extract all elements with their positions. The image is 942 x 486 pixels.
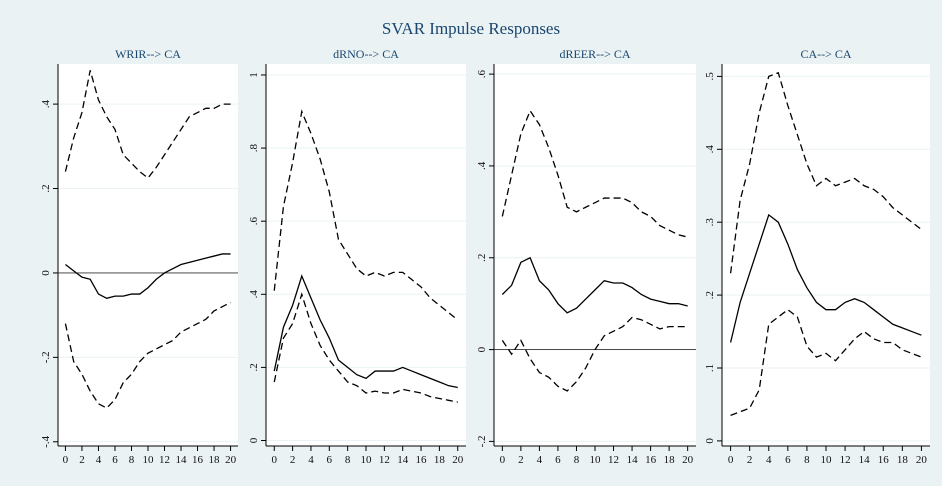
y-tick-label: .3 bbox=[704, 218, 716, 227]
plot-area bbox=[722, 64, 930, 446]
x-tick-label: 8 bbox=[574, 454, 580, 466]
y-tick-label: .2 bbox=[40, 184, 52, 192]
plot-area bbox=[266, 64, 466, 446]
y-tick-label: 0 bbox=[248, 437, 260, 443]
y-tick-label: .4 bbox=[248, 290, 260, 299]
x-tick-label: 0 bbox=[272, 454, 278, 466]
x-tick-label: 16 bbox=[416, 454, 428, 466]
x-tick-label: 2 bbox=[79, 454, 85, 466]
y-tick-label: 0 bbox=[40, 270, 52, 276]
y-tick-label: -.2 bbox=[476, 435, 488, 447]
line-series bbox=[501, 256, 688, 314]
x-tick-label: 10 bbox=[590, 454, 602, 466]
line-series bbox=[729, 213, 922, 343]
x-tick-label: 6 bbox=[785, 454, 791, 466]
panel-title: WRIR--> CA bbox=[115, 47, 181, 61]
x-tick-label: 16 bbox=[878, 454, 890, 466]
x-tick-label: 12 bbox=[840, 454, 851, 466]
x-tick-label: 18 bbox=[434, 454, 446, 466]
chart-title: SVAR Impulse Responses bbox=[382, 19, 560, 38]
x-tick-label: 18 bbox=[209, 454, 221, 466]
y-tick-label: 0 bbox=[476, 346, 488, 352]
panel-title: dRNO--> CA bbox=[333, 47, 399, 61]
x-tick-label: 0 bbox=[728, 454, 734, 466]
x-tick-label: 10 bbox=[361, 454, 373, 466]
panel: dRNO--> CA0.2.4.6.810 2 4 6 8 10 12 14 16 18 20 bbox=[248, 47, 466, 466]
x-tick-label: 14 bbox=[627, 454, 639, 466]
x-tick-label: 8 bbox=[129, 454, 135, 466]
x-tick-label: 20 bbox=[225, 454, 237, 466]
line-series bbox=[501, 316, 688, 392]
line-series bbox=[64, 70, 231, 179]
x-tick-label: 18 bbox=[664, 454, 676, 466]
x-tick-label: 4 bbox=[766, 454, 772, 466]
y-tick-label: .4 bbox=[40, 99, 52, 108]
x-tick-label: 16 bbox=[645, 454, 657, 466]
y-tick-label: .4 bbox=[704, 145, 716, 154]
panel-title: dREER--> CA bbox=[559, 47, 630, 61]
y-tick-label: 0 bbox=[704, 438, 716, 444]
y-tick-label: -.2 bbox=[40, 351, 52, 363]
x-tick-label: 8 bbox=[804, 454, 810, 466]
x-tick-label: 2 bbox=[518, 454, 524, 466]
x-tick-label: 18 bbox=[897, 454, 909, 466]
x-tick-label: 6 bbox=[112, 454, 118, 466]
plot-area bbox=[58, 64, 238, 446]
x-tick-label: 8 bbox=[345, 454, 351, 466]
x-tick-label: 14 bbox=[176, 454, 188, 466]
line-series bbox=[273, 109, 459, 321]
line-series bbox=[273, 274, 458, 389]
line-series bbox=[273, 292, 458, 403]
x-tick-label: 14 bbox=[397, 454, 409, 466]
y-tick-label: .1 bbox=[704, 364, 716, 372]
x-tick-label: 20 bbox=[452, 454, 464, 466]
y-tick-label: .2 bbox=[248, 363, 260, 371]
panel-title: CA--> CA bbox=[800, 47, 851, 61]
x-tick-label: 12 bbox=[608, 454, 619, 466]
panel: WRIR--> CA-.4-.20.2.40 2 4 6 8 10 12 14 16 18 20 bbox=[40, 47, 238, 466]
y-tick-label: .4 bbox=[476, 161, 488, 170]
y-tick-label: .6 bbox=[476, 69, 488, 78]
x-tick-label: 10 bbox=[143, 454, 155, 466]
line-series bbox=[730, 308, 922, 416]
panel: dREER--> CA-.20.2.4.60 2 4 6 8 10 12 14 16 18 20 bbox=[476, 47, 696, 466]
x-tick-label: 14 bbox=[859, 454, 871, 466]
panel: CA--> CA 0 .1 .2 .3 .4 .5 0 2 4 6 8 10 12 14 16 18 20 bbox=[704, 47, 930, 466]
y-tick-label: .6 bbox=[248, 217, 260, 226]
x-tick-label: 2 bbox=[290, 454, 296, 466]
y-tick-label: .5 bbox=[704, 72, 716, 81]
x-tick-label: 0 bbox=[500, 454, 506, 466]
x-tick-label: 4 bbox=[537, 454, 543, 466]
line-series bbox=[501, 109, 688, 238]
y-tick-label: -.4 bbox=[40, 435, 52, 447]
line-series bbox=[729, 71, 922, 274]
plot-area bbox=[494, 64, 696, 446]
x-tick-label: 4 bbox=[308, 454, 314, 466]
x-tick-label: 12 bbox=[159, 454, 170, 466]
x-tick-label: 12 bbox=[379, 454, 390, 466]
y-tick-label: .2 bbox=[704, 291, 716, 299]
x-tick-label: 0 bbox=[63, 454, 69, 466]
y-tick-label: .8 bbox=[248, 143, 260, 152]
x-tick-label: 6 bbox=[555, 454, 561, 466]
x-tick-label: 20 bbox=[916, 454, 928, 466]
line-series bbox=[64, 301, 231, 409]
y-tick-label: 1 bbox=[248, 72, 260, 78]
x-tick-label: 4 bbox=[96, 454, 102, 466]
x-tick-label: 6 bbox=[327, 454, 333, 466]
x-tick-label: 2 bbox=[747, 454, 753, 466]
x-tick-label: 10 bbox=[821, 454, 833, 466]
x-tick-label: 16 bbox=[192, 454, 204, 466]
y-tick-label: .2 bbox=[476, 254, 488, 262]
line-series bbox=[65, 253, 231, 299]
x-tick-label: 20 bbox=[682, 454, 694, 466]
